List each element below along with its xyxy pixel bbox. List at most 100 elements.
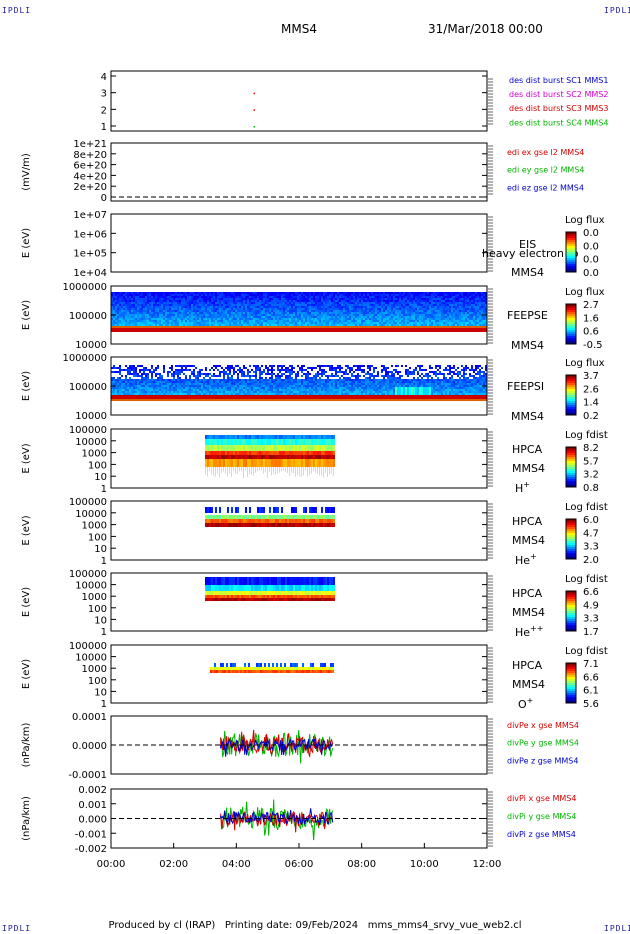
spectrogram-cell <box>187 322 189 324</box>
spectrogram-cell <box>273 320 275 322</box>
spectrogram-cell <box>323 387 325 389</box>
spectrogram-cell <box>217 324 219 326</box>
spectrogram-cell <box>151 304 153 306</box>
spectrogram-cell <box>225 300 227 302</box>
spectrogram-cell <box>343 306 345 308</box>
spectrogram-cell <box>333 389 335 391</box>
spectrogram-cell <box>475 318 477 320</box>
spectrogram-cell <box>355 379 357 381</box>
spectrogram-cell <box>275 391 277 393</box>
spectrogram-cell <box>299 316 301 318</box>
spectrogram-cell <box>329 318 331 320</box>
spectrogram-cell <box>279 314 281 316</box>
spectrogram-cell <box>327 385 329 387</box>
spectrogram-cell <box>221 379 223 381</box>
spectrogram-cell <box>249 312 251 314</box>
spectrogram-cell <box>153 314 155 316</box>
spectrogram-cell <box>333 296 335 298</box>
spectrogram-cell <box>227 391 229 393</box>
spectrogram-cell <box>293 371 295 373</box>
spectrogram-cell <box>169 383 171 385</box>
spectrogram-cell <box>231 383 233 385</box>
spectrogram-cell <box>291 298 293 300</box>
spectrogram-cell <box>227 375 229 377</box>
spectrogram-cell <box>329 383 331 385</box>
spectrogram-cell <box>183 381 185 383</box>
spectrogram-cell <box>283 322 285 324</box>
spectrogram-cell <box>285 318 287 320</box>
spectrogram-cell <box>221 310 223 312</box>
spectrogram-cell <box>111 312 113 314</box>
spectrogram-cell <box>435 302 437 304</box>
spectrogram-cell <box>333 367 335 369</box>
spectrogram-cell <box>299 310 301 312</box>
spectrogram-cell <box>393 320 395 322</box>
spectrogram-cell <box>241 322 243 324</box>
spectrogram-cell <box>359 322 361 324</box>
spectrogram-cell <box>347 298 349 300</box>
spectrogram-cell <box>419 298 421 300</box>
spectrogram-cell <box>267 322 269 324</box>
spectrogram-cell <box>151 383 153 385</box>
spectrogram-cell <box>207 393 209 395</box>
spectrogram-cell <box>303 389 305 391</box>
spectrogram-cell <box>359 306 361 308</box>
spectrogram-cell <box>177 389 179 391</box>
spectrogram-cell <box>409 316 411 318</box>
spectrogram-cell <box>161 383 163 385</box>
spectrogram-cell <box>345 322 347 324</box>
spectrogram-cell <box>315 292 317 294</box>
spectrogram-cell <box>185 389 187 391</box>
spectrogram-cell <box>441 310 443 312</box>
spectrogram-cell <box>139 393 141 395</box>
spectrogram-cell <box>217 369 219 371</box>
spectrogram-cell <box>421 318 423 320</box>
spectrogram-cell <box>459 314 461 316</box>
spectrogram-cell <box>119 379 121 381</box>
spectrogram-cell <box>153 308 155 310</box>
spectrogram-cell <box>213 379 215 381</box>
spectrogram-cell <box>141 296 143 298</box>
spectrogram-cell <box>241 381 243 383</box>
spectrogram-cell <box>309 296 311 298</box>
spectrogram-cell <box>145 306 147 308</box>
spectrogram-cell <box>127 312 129 314</box>
spectrogram-cell <box>303 312 305 314</box>
spectrogram-cell <box>447 314 449 316</box>
spectrogram-cell <box>279 300 281 302</box>
spectrogram-cell <box>429 298 431 300</box>
spectrogram-cell <box>401 312 403 314</box>
spectrogram-cell <box>351 300 353 302</box>
spectrogram-cell <box>141 308 143 310</box>
spectrogram-cell <box>337 371 339 373</box>
spectrogram-cell <box>187 383 189 385</box>
spectrogram-cell <box>131 302 133 304</box>
spectrogram-cell <box>297 314 299 316</box>
spectrogram-cell <box>399 322 401 324</box>
spectrogram-cell <box>345 292 347 294</box>
spectrogram-cell <box>139 369 141 371</box>
spectrogram-cell <box>289 316 291 318</box>
spectrogram-cell <box>291 314 293 316</box>
spectrogram-cell <box>369 316 371 318</box>
spectrogram-cell <box>135 381 137 383</box>
spectrogram-cell <box>427 306 429 308</box>
spectrogram-cell <box>353 306 355 308</box>
spectrogram-cell <box>141 365 143 367</box>
spectrogram-cell <box>425 302 427 304</box>
spectrogram-cell <box>271 375 273 377</box>
spectrogram-cell <box>169 300 171 302</box>
spectrogram-cell <box>319 322 321 324</box>
spectrogram-cell <box>313 385 315 387</box>
spectrogram-cell <box>297 300 299 302</box>
spectrogram-cell <box>171 365 173 367</box>
spectrogram-cell <box>245 316 247 318</box>
spectrogram-cell <box>201 316 203 318</box>
spectrogram-cell <box>167 391 169 393</box>
spectrogram-cell <box>463 320 465 322</box>
spectrogram-cell <box>295 377 297 379</box>
spectrogram-cell <box>143 367 145 369</box>
spectrogram-cell <box>323 391 325 393</box>
spectrogram-cell <box>321 393 323 395</box>
spectrogram-cell <box>347 294 349 296</box>
